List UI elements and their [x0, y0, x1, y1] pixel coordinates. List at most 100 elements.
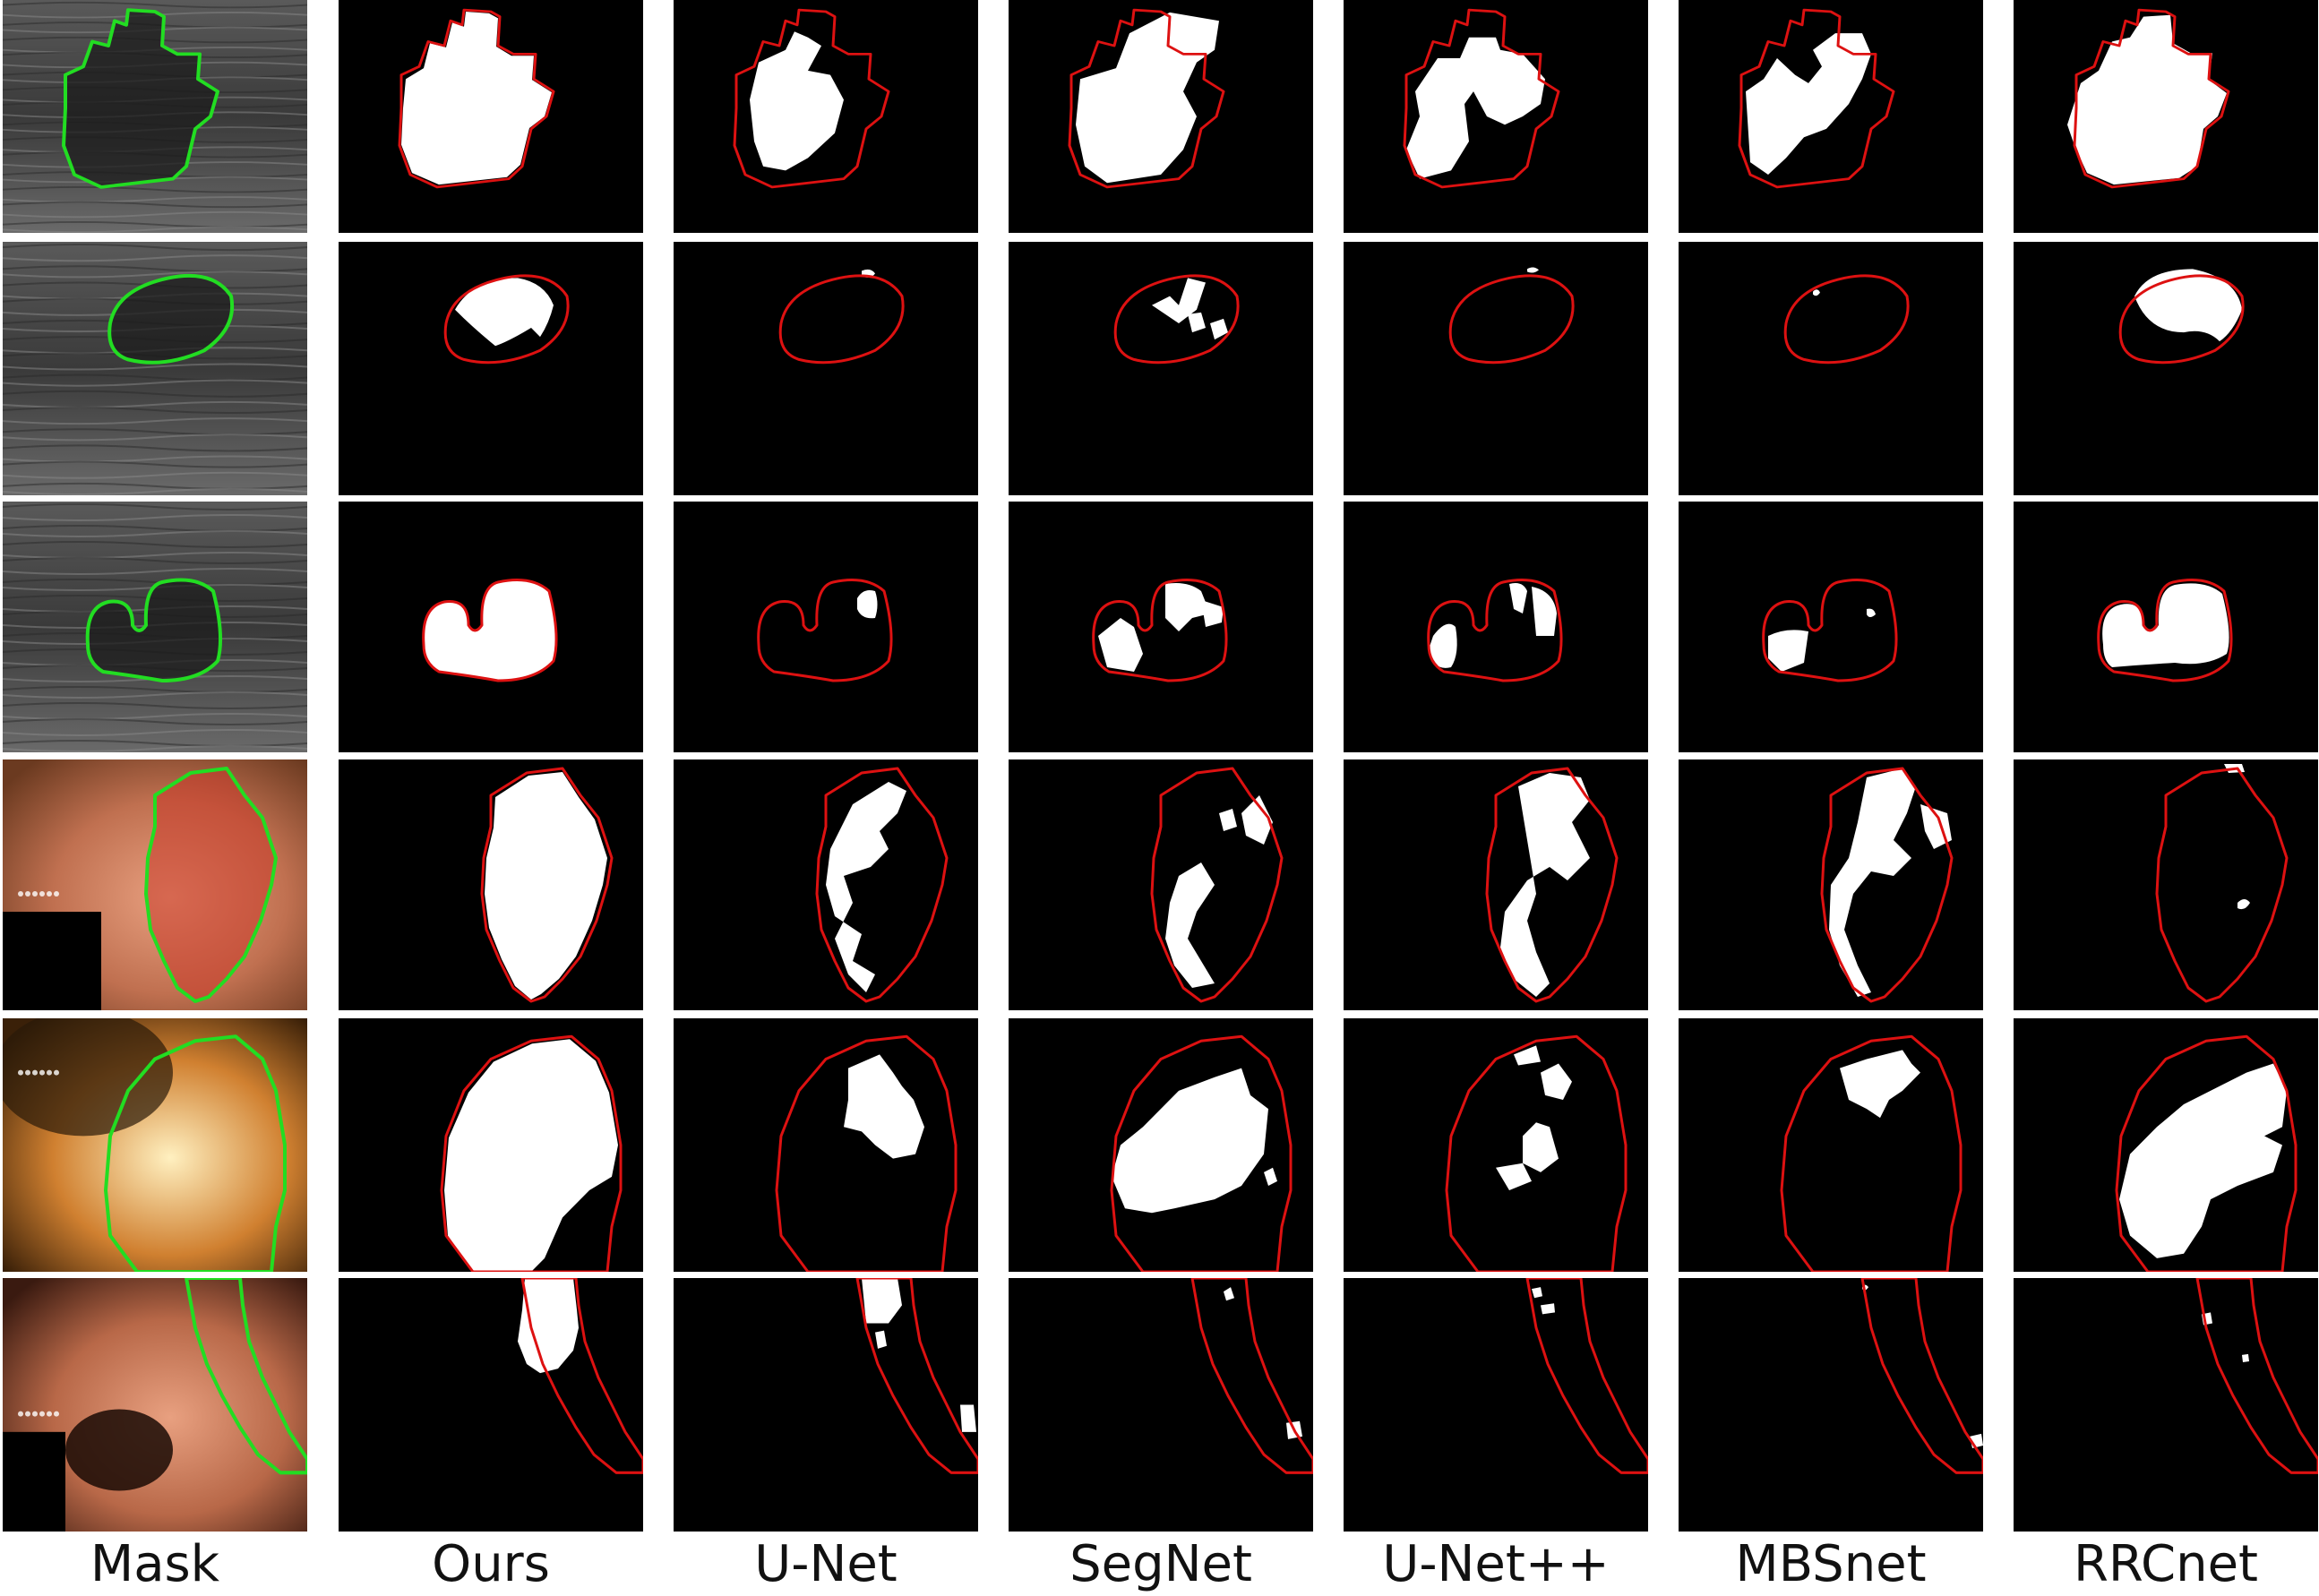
cell-r6-segnet: [1009, 1278, 1313, 1532]
input-image-with-mask: [3, 759, 307, 1010]
ground-truth-outline: [1762, 579, 1898, 682]
ground-truth-outline: [62, 8, 219, 189]
prediction-region: [1429, 623, 1457, 668]
prediction-region: [2067, 14, 2227, 185]
prediction-region: [1746, 33, 1871, 176]
prediction-map: [674, 242, 978, 495]
prediction-region: [1201, 600, 1224, 627]
prediction-region: [1541, 1303, 1555, 1315]
prediction-region: [2237, 899, 2250, 910]
prediction-map: [339, 1018, 643, 1272]
ground-truth-outline: [2097, 579, 2233, 682]
prediction-map: [339, 759, 643, 1010]
cell-r6-rrcnet: [2014, 1278, 2318, 1532]
ground-truth-outline: [1445, 1034, 1628, 1272]
ground-truth-outline: [855, 1278, 978, 1474]
prediction-region: [1152, 278, 1206, 323]
prediction-region: [1509, 583, 1527, 614]
cell-r5-unetpp: [1344, 1018, 1648, 1272]
cell-r2-mbsnet: [1679, 242, 1983, 495]
prediction-map: [339, 242, 643, 495]
prediction-region: [1224, 1287, 1234, 1301]
ground-truth-outline: [1110, 1034, 1293, 1272]
prediction-region: [401, 12, 552, 185]
input-image-with-mask: [3, 1278, 307, 1532]
prediction-map: [2014, 759, 2318, 1010]
prediction-map: [674, 502, 978, 752]
cell-r1-unetpp: [1344, 0, 1648, 233]
cell-r6-unetpp: [1344, 1278, 1648, 1532]
prediction-region: [1514, 1045, 1541, 1066]
prediction-region: [1840, 1050, 1920, 1119]
input-image-with-mask: [3, 1018, 307, 1272]
cell-r4-mbsnet: [1679, 759, 1983, 1010]
prediction-map: [674, 1018, 978, 1272]
prediction-region: [1768, 630, 1808, 672]
prediction-region: [485, 772, 607, 1000]
prediction-region: [1523, 1122, 1559, 1172]
ground-truth-outline: [1427, 579, 1563, 682]
ground-truth-outline: [2195, 1278, 2318, 1474]
column-label-mbsnet: MBSnet: [1735, 1535, 1927, 1593]
input-image-with-mask: [3, 242, 307, 495]
ground-truth-outline: [2118, 274, 2245, 365]
prediction-region: [1188, 312, 1206, 333]
cell-r6-mask: [3, 1278, 307, 1532]
cell-r3-unetpp: [1344, 502, 1648, 752]
prediction-region: [1541, 1063, 1572, 1100]
ground-truth-outline: [107, 273, 235, 365]
prediction-map: [1009, 242, 1313, 495]
ground-truth-outline: [733, 8, 890, 189]
cell-r2-ours: [339, 242, 643, 495]
prediction-region: [875, 1330, 887, 1349]
ground-truth-outline: [1092, 579, 1228, 682]
ground-truth-outline: [1738, 8, 1895, 189]
ground-truth-outline: [1190, 1278, 1313, 1474]
prediction-map: [674, 1278, 978, 1532]
prediction-map: [2014, 502, 2318, 752]
cell-r3-unet: [674, 502, 978, 752]
cell-r4-unetpp: [1344, 759, 1648, 1010]
ground-truth-outline: [1068, 8, 1225, 189]
prediction-region: [1813, 289, 1820, 296]
ground-truth-outline: [1113, 274, 1240, 365]
prediction-map: [1344, 0, 1648, 233]
prediction-region: [444, 1039, 618, 1272]
cell-r2-unet: [674, 242, 978, 495]
prediction-map: [2014, 242, 2318, 495]
column-label-segnet: SegNet: [1069, 1535, 1252, 1593]
cell-r3-rrcnet: [2014, 502, 2318, 752]
prediction-region: [1219, 809, 1237, 831]
prediction-region: [1406, 37, 1545, 179]
segmentation-comparison-grid: [3, 0, 2318, 1532]
prediction-region: [2134, 269, 2242, 342]
prediction-region: [857, 590, 878, 619]
ground-truth-outline: [520, 1278, 643, 1474]
input-image-with-mask: [3, 0, 307, 233]
prediction-region: [1496, 1163, 1532, 1191]
ground-truth-outline: [443, 274, 570, 365]
ground-truth-outline: [185, 1278, 307, 1475]
prediction-region: [1867, 608, 1876, 617]
ground-truth-outline: [757, 579, 893, 682]
prediction-region: [1541, 836, 1563, 854]
prediction-map: [1009, 0, 1313, 233]
prediction-map: [1009, 1018, 1313, 1272]
prediction-map: [674, 0, 978, 233]
cell-r1-ours: [339, 0, 643, 233]
cell-r3-mbsnet: [1679, 502, 1983, 752]
prediction-region: [844, 1054, 924, 1159]
prediction-region: [2119, 1063, 2287, 1258]
prediction-region: [1500, 773, 1590, 997]
ground-truth-outline: [775, 1034, 958, 1272]
prediction-map: [1344, 1278, 1648, 1532]
column-label-ours: Ours: [432, 1535, 550, 1593]
prediction-map: [1009, 1278, 1313, 1532]
ground-truth-outline: [1448, 274, 1575, 365]
prediction-map: [1679, 0, 1983, 233]
cell-r5-unet: [674, 1018, 978, 1272]
prediction-map: [1679, 759, 1983, 1010]
prediction-region: [518, 1278, 579, 1374]
cell-r5-mask: [3, 1018, 307, 1272]
prediction-region: [455, 278, 554, 347]
